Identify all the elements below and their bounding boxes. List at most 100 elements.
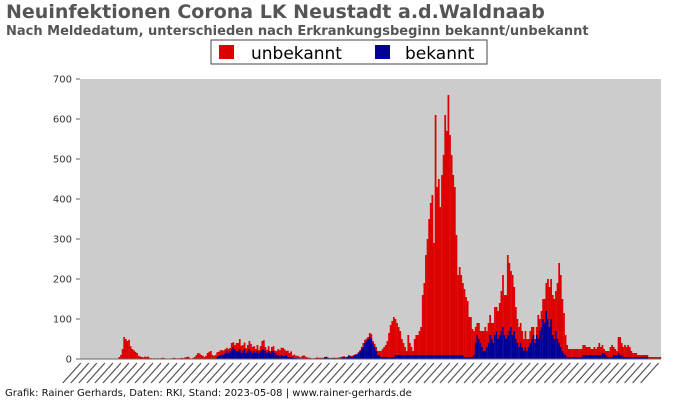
x-tick-label xyxy=(230,362,250,384)
bar-unbekannt xyxy=(425,255,427,355)
bar-unbekannt xyxy=(279,350,281,356)
bar-bekannt xyxy=(400,355,403,359)
bar-unbekannt xyxy=(571,349,573,357)
x-tick-label xyxy=(519,362,539,384)
x-tick-label xyxy=(455,362,475,384)
bar-bekannt xyxy=(360,349,363,359)
x-tick-label xyxy=(190,362,210,384)
bar-bekannt xyxy=(622,357,625,359)
bar-unbekannt xyxy=(266,349,268,353)
bar-unbekannt xyxy=(254,349,257,353)
bar-unbekannt xyxy=(184,357,187,359)
bar-bekannt xyxy=(415,355,418,359)
bar-unbekannt xyxy=(632,353,634,357)
bar-unbekannt xyxy=(423,283,426,355)
bar-unbekannt xyxy=(442,155,445,355)
x-tick-label xyxy=(279,362,298,384)
bar-bekannt xyxy=(460,355,463,359)
bar-bekannt xyxy=(234,349,236,359)
bar-bekannt xyxy=(532,335,535,359)
bar-unbekannt xyxy=(352,355,355,356)
bar-bekannt xyxy=(235,351,238,359)
bar-unbekannt xyxy=(476,323,479,335)
bar-unbekannt xyxy=(521,331,524,347)
bar-unbekannt xyxy=(595,349,597,355)
bar-bekannt xyxy=(420,355,422,359)
bar-unbekannt xyxy=(285,351,288,355)
bar-unbekannt xyxy=(173,357,175,359)
x-tick-label xyxy=(198,362,218,384)
bar-unbekannt xyxy=(583,345,586,355)
x-tick-label xyxy=(110,362,130,384)
bar-bekannt xyxy=(248,349,251,359)
bar-bekannt xyxy=(640,357,642,359)
bar-bekannt xyxy=(513,331,516,359)
bar-bekannt xyxy=(608,357,610,359)
bar-bekannt xyxy=(219,355,222,359)
bar-bekannt xyxy=(558,343,561,359)
bar-unbekannt xyxy=(508,263,511,331)
bar-bekannt xyxy=(580,357,583,359)
bar-unbekannt xyxy=(638,355,641,357)
bar-bekannt xyxy=(402,355,405,359)
bar-bekannt xyxy=(616,355,618,359)
bar-unbekannt xyxy=(409,343,411,355)
bar-bekannt xyxy=(619,355,622,359)
bar-unbekannt xyxy=(198,353,201,359)
bar-unbekannt xyxy=(405,351,408,355)
bar-bekannt xyxy=(282,355,284,359)
bar-unbekannt xyxy=(201,355,204,359)
bar-unbekannt xyxy=(582,345,585,355)
bar-unbekannt xyxy=(205,355,207,359)
chart-subtitle: Nach Meldedatum, unterschieden nach Erkr… xyxy=(6,24,589,39)
bar-bekannt xyxy=(539,331,541,359)
bar-bekannt xyxy=(572,357,575,359)
bar-unbekannt xyxy=(591,349,594,355)
bar-bekannt xyxy=(535,335,538,359)
x-tick-label xyxy=(391,362,411,384)
bar-bekannt xyxy=(218,355,220,359)
bar-bekannt xyxy=(413,355,416,359)
bar-unbekannt xyxy=(193,357,196,359)
bar-unbekannt xyxy=(436,187,439,355)
bar-unbekannt xyxy=(250,343,252,351)
bar-unbekannt xyxy=(455,235,458,355)
bar-unbekannt xyxy=(587,347,589,355)
bar-unbekannt xyxy=(460,275,463,355)
bar-unbekannt xyxy=(187,356,190,359)
bar-bekannt xyxy=(251,353,254,359)
bar-unbekannt xyxy=(242,345,244,351)
bar-bekannt xyxy=(368,337,371,359)
bar-unbekannt xyxy=(612,347,615,355)
bar-bekannt xyxy=(502,327,504,359)
bar-unbekannt xyxy=(306,357,309,359)
bar-bekannt xyxy=(575,357,578,359)
x-tick-label xyxy=(407,362,427,384)
bar-bekannt xyxy=(596,355,599,359)
bar-unbekannt xyxy=(230,343,233,349)
bar-unbekannt xyxy=(511,275,514,335)
bar-bekannt xyxy=(449,355,451,359)
y-tick-label: 200 xyxy=(53,275,72,286)
bar-unbekannt xyxy=(264,347,267,351)
bar-bekannt xyxy=(601,353,604,359)
x-tick-label xyxy=(126,362,146,384)
bar-bekannt xyxy=(425,355,427,359)
bar-bekannt xyxy=(505,339,508,359)
legend-label-unbekannt: unbekannt xyxy=(251,44,342,64)
bar-bekannt xyxy=(232,347,235,359)
bar-unbekannt xyxy=(277,349,280,355)
bar-unbekannt xyxy=(161,357,164,359)
bar-bekannt xyxy=(598,355,601,359)
bar-unbekannt xyxy=(367,337,370,339)
bar-unbekannt xyxy=(227,349,230,353)
bar-unbekannt xyxy=(195,355,198,359)
bar-unbekannt xyxy=(625,347,628,357)
bar-unbekannt xyxy=(513,287,516,331)
legend-box xyxy=(210,39,488,65)
bar-unbekannt xyxy=(539,319,541,331)
bar-bekannt xyxy=(436,355,439,359)
bar-unbekannt xyxy=(614,349,617,355)
bar-bekannt xyxy=(638,357,641,359)
bar-unbekannt xyxy=(224,349,227,353)
